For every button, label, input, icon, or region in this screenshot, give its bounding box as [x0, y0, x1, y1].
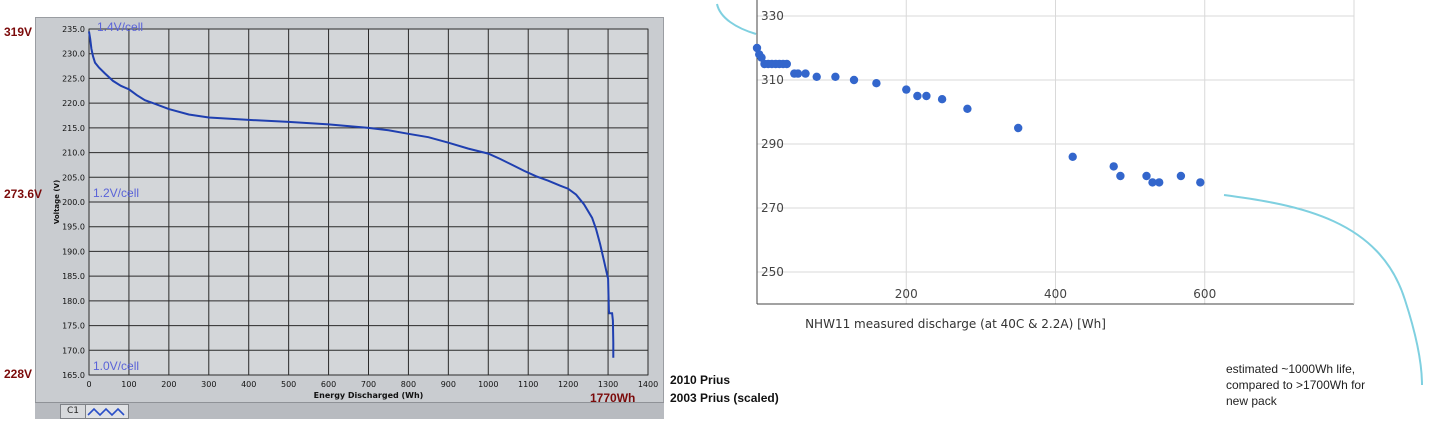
- y-tick-label: 170.0: [62, 346, 85, 355]
- x-tick-label: 0: [86, 380, 91, 389]
- scatter-point: [782, 59, 791, 69]
- y-tick-label: 215.0: [62, 124, 85, 133]
- scatter-point: [1148, 178, 1157, 187]
- scatter-point: [757, 53, 766, 62]
- x-tick-label: 600: [1193, 287, 1216, 301]
- y-tick-label: 270: [761, 201, 784, 215]
- cyan-curve-extrapolation: [1223, 194, 1423, 386]
- cell-label-middle: 1.2V/cell: [93, 186, 140, 200]
- x-tick-label: 800: [401, 380, 416, 389]
- y-tick-label: 250: [761, 265, 784, 279]
- end-energy-label: 1770Wh: [590, 391, 636, 405]
- y-tick-label: 165.0: [62, 371, 85, 380]
- legend-2003-prius: 2003 Prius (scaled): [670, 391, 779, 405]
- y-tick-label: 185.0: [62, 272, 85, 281]
- scatter-point: [801, 69, 810, 78]
- y-tick-label: 195.0: [62, 223, 85, 232]
- x-tick-label: 1100: [518, 380, 538, 389]
- x-tick-label: 100: [121, 380, 136, 389]
- voltage-label-top: 319V: [4, 25, 33, 39]
- x-axis-label: NHW11 measured discharge (at 40C & 2.2A)…: [805, 317, 1106, 331]
- y-tick-label: 205.0: [62, 173, 85, 182]
- scatter-point: [902, 85, 911, 94]
- x-tick-label: 900: [441, 380, 456, 389]
- scatter-point: [752, 43, 762, 53]
- scatter-point: [1142, 171, 1151, 181]
- x-tick-label: 1300: [598, 380, 618, 389]
- y-tick-label: 290: [761, 137, 784, 151]
- scatter-point: [937, 95, 947, 104]
- scatter-point: [1196, 178, 1205, 187]
- x-tick-label: 400: [1044, 287, 1067, 301]
- voltage-label-bottom: 228V: [4, 367, 33, 381]
- cyan-curve-start: [716, 3, 757, 35]
- scatter-point: [1176, 171, 1186, 181]
- x-tick-label: 600: [321, 380, 336, 389]
- scatter-point: [1068, 152, 1077, 161]
- x-axis-label: Energy Discharged (Wh): [314, 391, 424, 400]
- y-axis-label: Voltage (V): [53, 180, 61, 224]
- y-tick-label: 235.0: [62, 25, 85, 34]
- x-tick-label: 200: [895, 287, 918, 301]
- annotation-line-3: new pack: [1226, 394, 1277, 408]
- y-tick-label: 200.0: [62, 198, 85, 207]
- y-tick-label: 175.0: [62, 322, 85, 331]
- y-tick-label: 310: [761, 73, 784, 87]
- waveform-icon[interactable]: [85, 404, 129, 419]
- y-tick-label: 190.0: [62, 247, 85, 256]
- scatter-point: [913, 91, 922, 101]
- scatter-point: [963, 104, 972, 114]
- scatter-point: [872, 79, 881, 88]
- left-chart-svg: 0 100 200 300 400 500 600 700 800 900 1000 1100 1200…: [53, 25, 658, 400]
- x-tick-label: 200: [161, 380, 176, 389]
- scatter-point: [922, 91, 931, 101]
- cell-label-bottom: 1.0V/cell: [93, 359, 140, 373]
- scatter-point: [831, 72, 840, 82]
- x-tick-label: 1200: [558, 380, 578, 389]
- y-tick-label: 210.0: [62, 149, 85, 158]
- x-tick-label: 500: [281, 380, 296, 389]
- scatter-point: [1109, 162, 1118, 171]
- scatter-point: [812, 72, 821, 82]
- scatter-point: [1014, 123, 1023, 133]
- legend-2010-prius: 2010 Prius: [670, 373, 731, 387]
- x-tick-label: 1400: [638, 380, 658, 389]
- y-tick-label: 230.0: [62, 50, 85, 59]
- series-line-discharge: [88, 31, 615, 358]
- y-tick-label: 220.0: [62, 99, 85, 108]
- scatter-point: [1116, 171, 1125, 181]
- y-tick-label: 180.0: [62, 297, 85, 306]
- scatter-point: [849, 75, 859, 85]
- annotation-line-2: compared to >1700Wh for: [1226, 378, 1366, 392]
- annotation-line-1: estimated ~1000Wh life,: [1226, 362, 1356, 376]
- x-tick-label: 400: [241, 380, 256, 389]
- y-tick-label: 225.0: [62, 74, 85, 83]
- cell-label-top: 1.4V/cell: [97, 20, 144, 34]
- panel-status-bar: [35, 402, 664, 419]
- right-chart-svg: 250 270 290 310 330 200 400 600 NHW11 measured d…: [716, 0, 1423, 386]
- y-tick-label: 330: [761, 9, 784, 23]
- scatter-point: [793, 69, 803, 78]
- x-tick-label: 300: [201, 380, 216, 389]
- voltage-label-middle: 273.6V: [4, 187, 43, 201]
- x-tick-label: 1000: [478, 380, 498, 389]
- x-tick-label: 700: [361, 380, 376, 389]
- scatter-point: [1155, 178, 1164, 187]
